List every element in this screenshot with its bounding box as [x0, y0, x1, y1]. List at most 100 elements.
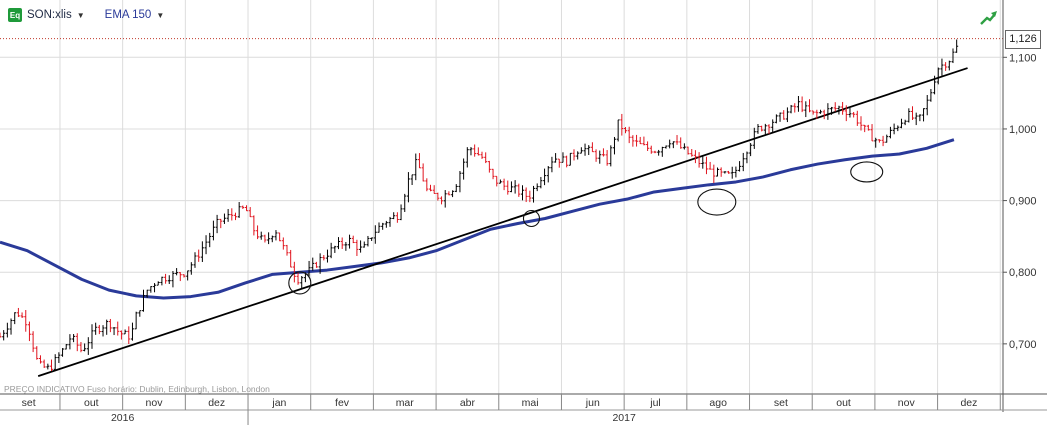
ohlc-bar-up — [46, 363, 50, 370]
ohlc-bar-down — [605, 150, 609, 166]
ohlc-bar-down — [855, 110, 859, 126]
ohlc-bar-up — [388, 216, 392, 227]
ohlc-bar-down — [487, 160, 491, 173]
y-tick-label: 1,100 — [1009, 52, 1037, 64]
ohlc-bar-up — [366, 235, 370, 247]
ohlc-bar-up — [208, 232, 212, 248]
ohlc-bar-down — [233, 212, 237, 221]
ohlc-bar-up — [532, 185, 536, 203]
ohlc-bar-up — [925, 95, 929, 116]
ohlc-bar-down — [432, 185, 436, 195]
ohlc-bar-down — [601, 148, 605, 157]
ohlc-bar-up — [307, 260, 311, 277]
ohlc-bar-down — [572, 149, 576, 161]
ohlc-bar-up — [410, 174, 414, 185]
ohlc-bar-up — [848, 107, 852, 118]
y-tick-label: 0,700 — [1009, 339, 1037, 351]
ohlc-bar-down — [351, 235, 355, 244]
ohlc-bar-up — [13, 312, 17, 325]
ohlc-bar-up — [579, 147, 583, 154]
ohlc-bar-down — [506, 180, 510, 195]
ohlc-bar-down — [502, 178, 506, 191]
ohlc-bar-down — [635, 134, 639, 147]
ohlc-bar-down — [911, 106, 915, 121]
ohlc-bar-down — [793, 103, 797, 113]
ohlc-bar-down — [944, 62, 948, 71]
ohlc-bar-up — [193, 252, 197, 268]
ohlc-bar-up — [156, 281, 160, 286]
ohlc-bar-down — [524, 187, 528, 203]
ohlc-bar-up — [83, 343, 87, 352]
ohlc-bar-down — [314, 261, 318, 268]
caret-down-icon[interactable]: ▼ — [156, 10, 165, 20]
x-month-label: nov — [146, 397, 164, 409]
ohlc-bar-up — [237, 202, 241, 218]
ohlc-bar-down — [844, 105, 848, 122]
ohlc-bar-down — [653, 150, 657, 154]
annotation-circles — [288, 161, 884, 295]
ohlc-bar-down — [27, 321, 31, 342]
ohlc-bar-down — [495, 175, 499, 187]
ohlc-bar-up — [72, 334, 76, 343]
ohlc-bar-up — [204, 235, 208, 255]
indicator-label[interactable]: EMA 150 — [104, 9, 152, 21]
ohlc-bar-up — [520, 185, 524, 201]
ohlc-bar-up — [186, 270, 190, 281]
x-year-label: 2016 — [111, 412, 135, 424]
ohlc-bar-down — [624, 127, 628, 134]
ohlc-bar-up — [892, 123, 896, 135]
symbol-label[interactable]: SON:xlis — [27, 9, 72, 21]
ohlc-bar-up — [123, 329, 127, 335]
ohlc-bar-down — [594, 149, 598, 162]
ohlc-bar-up — [94, 322, 98, 335]
ohlc-bar-down — [355, 239, 359, 257]
ohlc-bar-down — [417, 153, 421, 169]
ohlc-bar-down — [263, 234, 267, 243]
ohlc-bar-down — [811, 110, 815, 115]
ohlc-bar-up — [451, 190, 455, 198]
ohlc-bar-down — [815, 109, 819, 119]
ohlc-bar-up — [576, 151, 580, 160]
ohlc-bar-up — [105, 319, 109, 335]
ohlc-bar-up — [462, 158, 466, 180]
ohlc-bar-down — [646, 141, 650, 151]
ohlc-bar-down — [480, 151, 484, 159]
ohlc-bar-down — [219, 218, 223, 229]
ohlc-bar-down — [42, 359, 46, 369]
ohlc-bar-up — [546, 165, 550, 183]
x-month-label: dez — [208, 397, 225, 409]
ohlc-bar-down — [859, 116, 863, 131]
ohlc-bar-up — [311, 257, 315, 271]
ohlc-bar-up — [936, 67, 940, 85]
ohlc-bar-up — [370, 237, 374, 241]
ohlc-bar-up — [61, 348, 65, 357]
ohlc-bar-up — [929, 89, 933, 102]
ohlc-bar-down — [285, 244, 289, 256]
ohlc-bar-up — [771, 119, 775, 132]
ohlc-bar-up — [789, 104, 793, 114]
ohlc-bar-up — [749, 143, 753, 157]
ohlc-bar-down — [292, 261, 296, 283]
ohlc-bar-up — [443, 190, 447, 208]
ohlc-bar-up — [458, 170, 462, 193]
ohlc-bar-down — [289, 249, 293, 268]
ohlc-bar-down — [31, 331, 35, 353]
x-month-label: ago — [709, 397, 727, 409]
caret-down-icon[interactable]: ▼ — [76, 10, 85, 20]
ohlc-bar-up — [837, 105, 841, 115]
ohlc-bar-down — [241, 205, 245, 209]
ohlc-bar-down — [841, 101, 845, 115]
ohlc-bar-up — [359, 240, 363, 253]
ohlc-bar-down — [24, 310, 28, 332]
circled-low-annotation — [697, 188, 737, 216]
x-month-label: jun — [585, 397, 600, 409]
ohlc-bar-up — [141, 289, 145, 312]
ohlc-bar-up — [513, 180, 517, 194]
ohlc-bar-down — [620, 113, 624, 136]
ohlc-bar-down — [20, 312, 24, 319]
circled-low-annotation — [850, 161, 884, 183]
ohlc-bar-down — [440, 196, 444, 205]
trendline-layer — [37, 67, 968, 377]
ohlc-bar-down — [870, 124, 874, 142]
